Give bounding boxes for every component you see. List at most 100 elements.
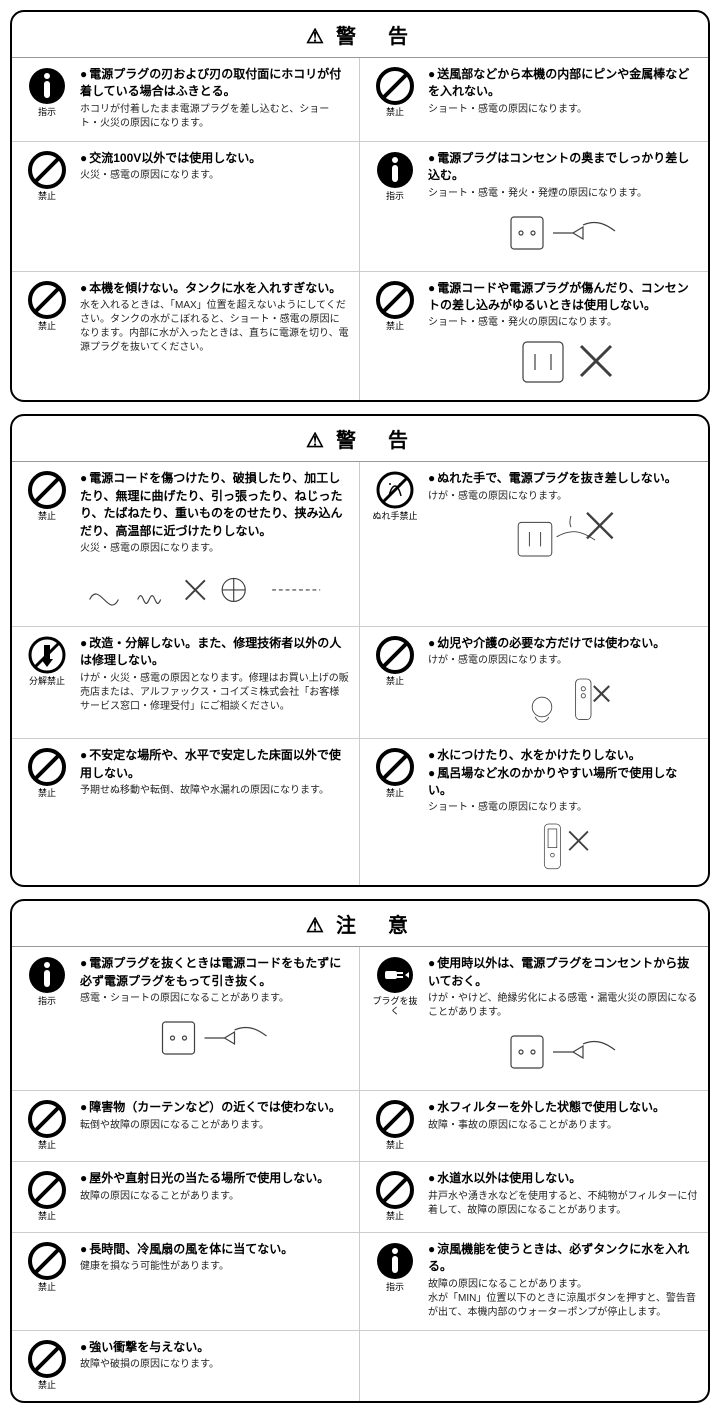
- prohibit-icon: [375, 66, 415, 106]
- warning-icon-col: 禁止: [370, 1099, 420, 1151]
- warning-text: 電源コードや電源プラグが傷んだり、コンセントの差し込みがゆるいときは使用しない。…: [428, 280, 698, 391]
- warning-detail: 井戸水や湧き水などを使用すると、不純物がフィルターに付着して、故障の原因になるこ…: [428, 1190, 698, 1218]
- panel-grid: 指示電源プラグを抜くときは電源コードをもたずに必ず電源プラグをもって引き抜く。感…: [12, 947, 708, 1400]
- prohibit-icon: [27, 747, 67, 787]
- prohibit-icon: [375, 1099, 415, 1139]
- warning-detail: けが・感電の原因になります。: [428, 490, 698, 504]
- prohibit-icon: [27, 1339, 67, 1379]
- warning-icon-col: 指示: [370, 150, 420, 261]
- warning-triangle-icon: [306, 26, 336, 48]
- warning-cell: 禁止長時間、冷風扇の風を体に当てない。健康を損なう可能性があります。: [12, 1232, 360, 1330]
- warning-heading: 水フィルターを外した状態で使用しない。: [428, 1100, 665, 1114]
- warning-cell: 禁止交流100V以外では使用しない。火災・感電の原因になります。: [12, 141, 360, 271]
- prohibit-icon: [375, 1170, 415, 1210]
- warning-cell: 禁止送風部などから本機の内部にピンや金属棒などを入れない。ショート・感電の原因に…: [360, 58, 708, 141]
- icon-label: ぬれ手禁止: [370, 512, 420, 522]
- warning-cell: 分解禁止改造・分解しない。また、修理技術者以外の人は修理しない。けが・火災・感電…: [12, 626, 360, 738]
- illustration: [428, 334, 698, 390]
- warning-detail: 予期せぬ移動や転倒、故障や水漏れの原因になります。: [80, 784, 349, 798]
- warning-heading: 不安定な場所や、水平で安定した床面以外で使用しない。: [80, 748, 341, 779]
- warning-text: 使用時以外は、電源プラグをコンセントから抜いておく。けが・やけど、絶縁劣化による…: [428, 955, 698, 1080]
- warning-heading: 涼風機能を使うときは、必ずタンクに水を入れる。: [428, 1242, 689, 1273]
- prohibit-icon: [27, 1170, 67, 1210]
- warning-cell: 指示電源プラグの刃および刃の取付面にホコリが付着している場合はふきとる。ホコリが…: [12, 58, 360, 141]
- illustration: [428, 205, 698, 261]
- warning-cell: 禁止電源コードを傷つけたり、破損したり、加工したり、無理に曲げたり、引っ張ったり…: [12, 462, 360, 626]
- warning-detail: 火災・感電の原因になります。: [80, 169, 349, 183]
- warning-detail: 火災・感電の原因になります。: [80, 542, 349, 556]
- warning-icon-col: 禁止: [22, 747, 72, 875]
- warning-icon-col: 禁止: [370, 635, 420, 728]
- warning-text: 電源プラグはコンセントの奥までしっかり差し込む。ショート・感電・発火・発煙の原因…: [428, 150, 698, 261]
- icon-label: 分解禁止: [22, 677, 72, 687]
- prohibit-icon: [375, 747, 415, 787]
- icon-label: 禁止: [370, 1212, 420, 1222]
- icon-label: 禁止: [22, 1141, 72, 1151]
- warning-icon-col: 禁止: [370, 1170, 420, 1222]
- warning-cell: 指示電源プラグはコンセントの奥までしっかり差し込む。ショート・感電・発火・発煙の…: [360, 141, 708, 271]
- warning-cell: 指示涼風機能を使うときは、必ずタンクに水を入れる。故障の原因になることがあります…: [360, 1232, 708, 1330]
- warning-icon-col: 禁止: [22, 470, 72, 616]
- warning-icon-col: 指示: [22, 955, 72, 1080]
- panel-title: 警 告: [12, 416, 708, 462]
- warning-text: 水フィルターを外した状態で使用しない。故障・事故の原因になることがあります。: [428, 1099, 698, 1151]
- warning-text: 水道水以外は使用しない。井戸水や湧き水などを使用すると、不純物がフィルターに付着…: [428, 1170, 698, 1222]
- wethand-icon: [375, 470, 415, 510]
- icon-label: 禁止: [370, 789, 420, 799]
- illustration: [80, 560, 349, 616]
- illustration: [428, 1024, 698, 1080]
- warning-icon-col: 禁止: [22, 1099, 72, 1151]
- warning-heading: 水道水以外は使用しない。: [428, 1171, 581, 1185]
- warning-heading: 強い衝撃を与えない。: [80, 1340, 209, 1354]
- prohibit-icon: [27, 280, 67, 320]
- warning-cell: 禁止本機を傾けない。タンクに水を入れすぎない。水を入れるときは、「MAX」位置を…: [12, 271, 360, 401]
- icon-label: 禁止: [22, 322, 72, 332]
- warning-text: 送風部などから本機の内部にピンや金属棒などを入れない。ショート・感電の原因になり…: [428, 66, 698, 131]
- instruct-icon: [27, 66, 67, 106]
- panel-grid: 指示電源プラグの刃および刃の取付面にホコリが付着している場合はふきとる。ホコリが…: [12, 58, 708, 400]
- warning-heading: 風呂場など水のかかりやすい場所で使用しない。: [428, 766, 677, 797]
- warning-cell: 禁止不安定な場所や、水平で安定した床面以外で使用しない。予期せぬ移動や転倒、故障…: [12, 738, 360, 885]
- warning-cell: 禁止水フィルターを外した状態で使用しない。故障・事故の原因になることがあります。: [360, 1090, 708, 1161]
- instruct-icon: [27, 955, 67, 995]
- warning-detail: 故障の原因になることがあります。水が「MIN」位置以下のときに涼風ボタンを押すと…: [428, 1278, 698, 1320]
- warning-triangle-icon: [306, 915, 336, 937]
- warning-text: 不安定な場所や、水平で安定した床面以外で使用しない。予期せぬ移動や転倒、故障や水…: [80, 747, 349, 875]
- icon-label: 禁止: [370, 108, 420, 118]
- warning-detail: ホコリが付着したまま電源プラグを差し込むと、ショート・火災の原因になります。: [80, 103, 349, 131]
- illustration: [428, 508, 698, 564]
- warning-text: 障害物（カーテンなど）の近くでは使わない。転倒や故障の原因になることがあります。: [80, 1099, 349, 1151]
- warning-triangle-icon: [306, 430, 336, 452]
- icon-label: 指示: [370, 1283, 420, 1293]
- warning-text: 本機を傾けない。タンクに水を入れすぎない。水を入れるときは、「MAX」位置を超え…: [80, 280, 349, 391]
- icon-label: 禁止: [370, 1141, 420, 1151]
- illustration: [80, 1010, 349, 1066]
- icon-label: 禁止: [22, 789, 72, 799]
- warning-text: 水につけたり、水をかけたりしない。風呂場など水のかかりやすい場所で使用しない。シ…: [428, 747, 698, 875]
- illustration: [428, 672, 698, 728]
- warning-text: 長時間、冷風扇の風を体に当てない。健康を損なう可能性があります。: [80, 1241, 349, 1320]
- warning-icon-col: 指示: [22, 66, 72, 131]
- disasm-icon: [27, 635, 67, 675]
- panel: 警 告指示電源プラグの刃および刃の取付面にホコリが付着している場合はふきとる。ホ…: [10, 10, 710, 402]
- warning-heading: 電源コードや電源プラグが傷んだり、コンセントの差し込みがゆるいときは使用しない。: [428, 281, 689, 312]
- warning-text: 電源プラグの刃および刃の取付面にホコリが付着している場合はふきとる。ホコリが付着…: [80, 66, 349, 131]
- warning-heading: 電源プラグの刃および刃の取付面にホコリが付着している場合はふきとる。: [80, 67, 341, 98]
- icon-label: 禁止: [22, 512, 72, 522]
- warning-icon-col: 禁止: [370, 66, 420, 131]
- prohibit-icon: [27, 1099, 67, 1139]
- icon-label: 禁止: [370, 322, 420, 332]
- warning-cell: 禁止障害物（カーテンなど）の近くでは使わない。転倒や故障の原因になることがありま…: [12, 1090, 360, 1161]
- warning-icon-col: 禁止: [370, 280, 420, 391]
- warning-cell: 禁止強い衝撃を与えない。故障や破損の原因になります。: [12, 1330, 360, 1401]
- unplug-icon: [375, 955, 415, 995]
- icon-label: プラグを抜く: [370, 997, 420, 1017]
- icon-label: 指示: [22, 997, 72, 1007]
- icon-label: 指示: [370, 192, 420, 202]
- warning-cell: プラグを抜く使用時以外は、電源プラグをコンセントから抜いておく。けが・やけど、絶…: [360, 947, 708, 1090]
- warning-detail: 転倒や故障の原因になることがあります。: [80, 1119, 349, 1133]
- warning-cell: 禁止水につけたり、水をかけたりしない。風呂場など水のかかりやすい場所で使用しない…: [360, 738, 708, 885]
- warning-heading: 電源プラグはコンセントの奥までしっかり差し込む。: [428, 151, 689, 182]
- icon-label: 禁止: [22, 1212, 72, 1222]
- instruct-icon: [375, 150, 415, 190]
